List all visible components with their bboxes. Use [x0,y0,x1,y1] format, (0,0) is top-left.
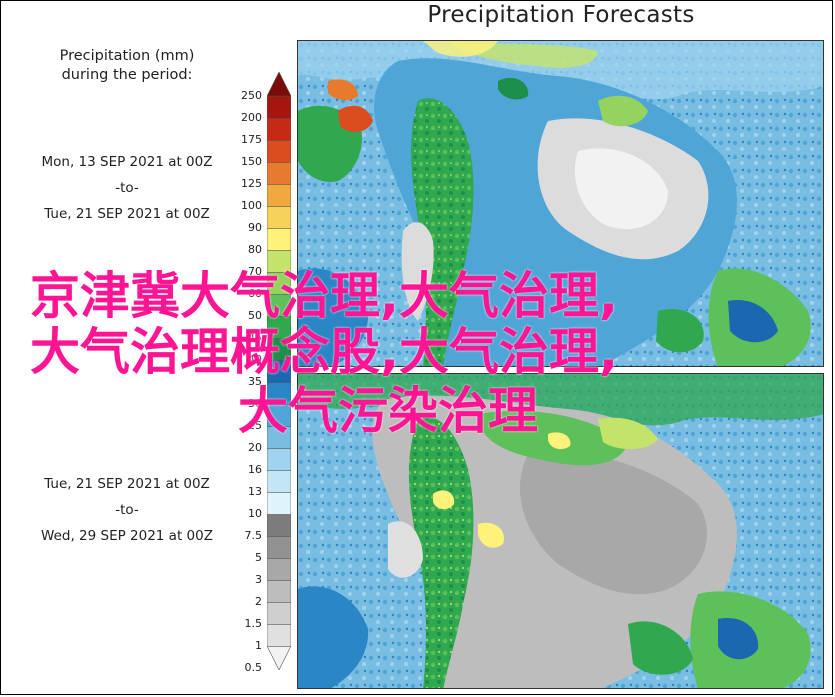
period-1-sep: -to- [115,180,139,196]
period-2-sep: -to- [115,502,139,518]
color-bar-tick-label: 200 [241,111,262,124]
color-bar-tick-label: 90 [248,221,262,234]
color-bar-segment [267,645,291,670]
color-bar-tick-label: 2 [255,595,262,608]
color-bar-segment [267,513,291,537]
overlay-line-2: 大气治理概念股,大气治理, [30,323,618,381]
color-bar-tick-label: 250 [241,89,262,102]
color-bar-segment [267,72,291,97]
period-1-end: Tue, 21 SEP 2021 at 00Z [44,206,210,222]
color-bar-tick-label: 125 [241,177,262,190]
color-bar-tick-label: 40 [248,353,262,366]
color-bar-ticks: 250 200 175 150 125 100 90 80 70 60 50 45 40 35 30 25 20… [226,0,262,697]
color-bar-tick-label: 150 [241,155,262,168]
color-bar-segment [267,205,291,229]
color-bar-tick-label: 35 [248,375,262,388]
color-bar-tick-label: 10 [248,507,262,520]
color-bar-tick-label: 1.5 [244,617,263,630]
color-bar-tick-label: 50 [248,309,262,322]
color-bar-segment [267,601,291,625]
color-bar-segment [267,535,291,559]
chart-title: Precipitation Forecasts [427,2,695,28]
legend-title: Precipitation (mm) during the period: [12,47,242,85]
period-2-label: Tue, 21 SEP 2021 at 00Z -to- Wed, 29 SEP… [12,471,242,549]
color-bar-tick-label: 30 [248,397,262,410]
color-bar-tick-label: 13 [248,485,262,498]
color-bar-segment [267,469,291,493]
legend-title-line1: Precipitation (mm) [59,48,195,64]
color-bar-segment [267,557,291,581]
color-bar-tick-label: 16 [248,463,262,476]
color-bar-segment [267,95,291,119]
color-bar-tick-label: 45 [248,331,262,344]
color-bar-tick-label: 3 [255,573,262,586]
overlay-line-3: 大气污染治理 [238,382,538,440]
forecast-map-week2 [297,373,824,689]
color-bar-segment [267,623,291,647]
legend-title-line2: during the period: [61,67,193,83]
color-bar-tick-label: 0.5 [244,661,263,674]
color-bar-segment [267,491,291,515]
color-bar-segment [267,117,291,141]
color-bar [267,72,291,670]
color-bar-segment [267,183,291,207]
color-bar-segment [267,139,291,163]
color-bar-segment [267,227,291,251]
color-bar-segment [267,161,291,185]
period-2-start: Tue, 21 SEP 2021 at 00Z [44,476,210,492]
color-bar-tick-label: 80 [248,243,262,256]
period-1-start: Mon, 13 SEP 2021 at 00Z [41,154,213,170]
color-bar-tick-label: 175 [241,133,262,146]
period-2-end: Wed, 29 SEP 2021 at 00Z [41,528,213,544]
color-bar-tick-label: 70 [248,265,262,278]
color-bar-tick-label: 5 [255,551,262,564]
color-bar-tick-label: 20 [248,441,262,454]
period-1-label: Mon, 13 SEP 2021 at 00Z -to- Tue, 21 SEP… [12,149,242,227]
forecast-map-week1 [297,40,824,367]
color-bar-segment [267,447,291,471]
color-bar-tick-label: 60 [248,287,262,300]
color-bar-tick-label: 7.5 [244,529,263,542]
color-bar-tick-label: 25 [248,419,262,432]
color-bar-tick-label: 1 [255,639,262,652]
overlay-line-1: 京津冀大气治理,大气治理, [30,267,618,325]
color-bar-segment [267,579,291,603]
color-bar-tick-label: 100 [241,199,262,212]
